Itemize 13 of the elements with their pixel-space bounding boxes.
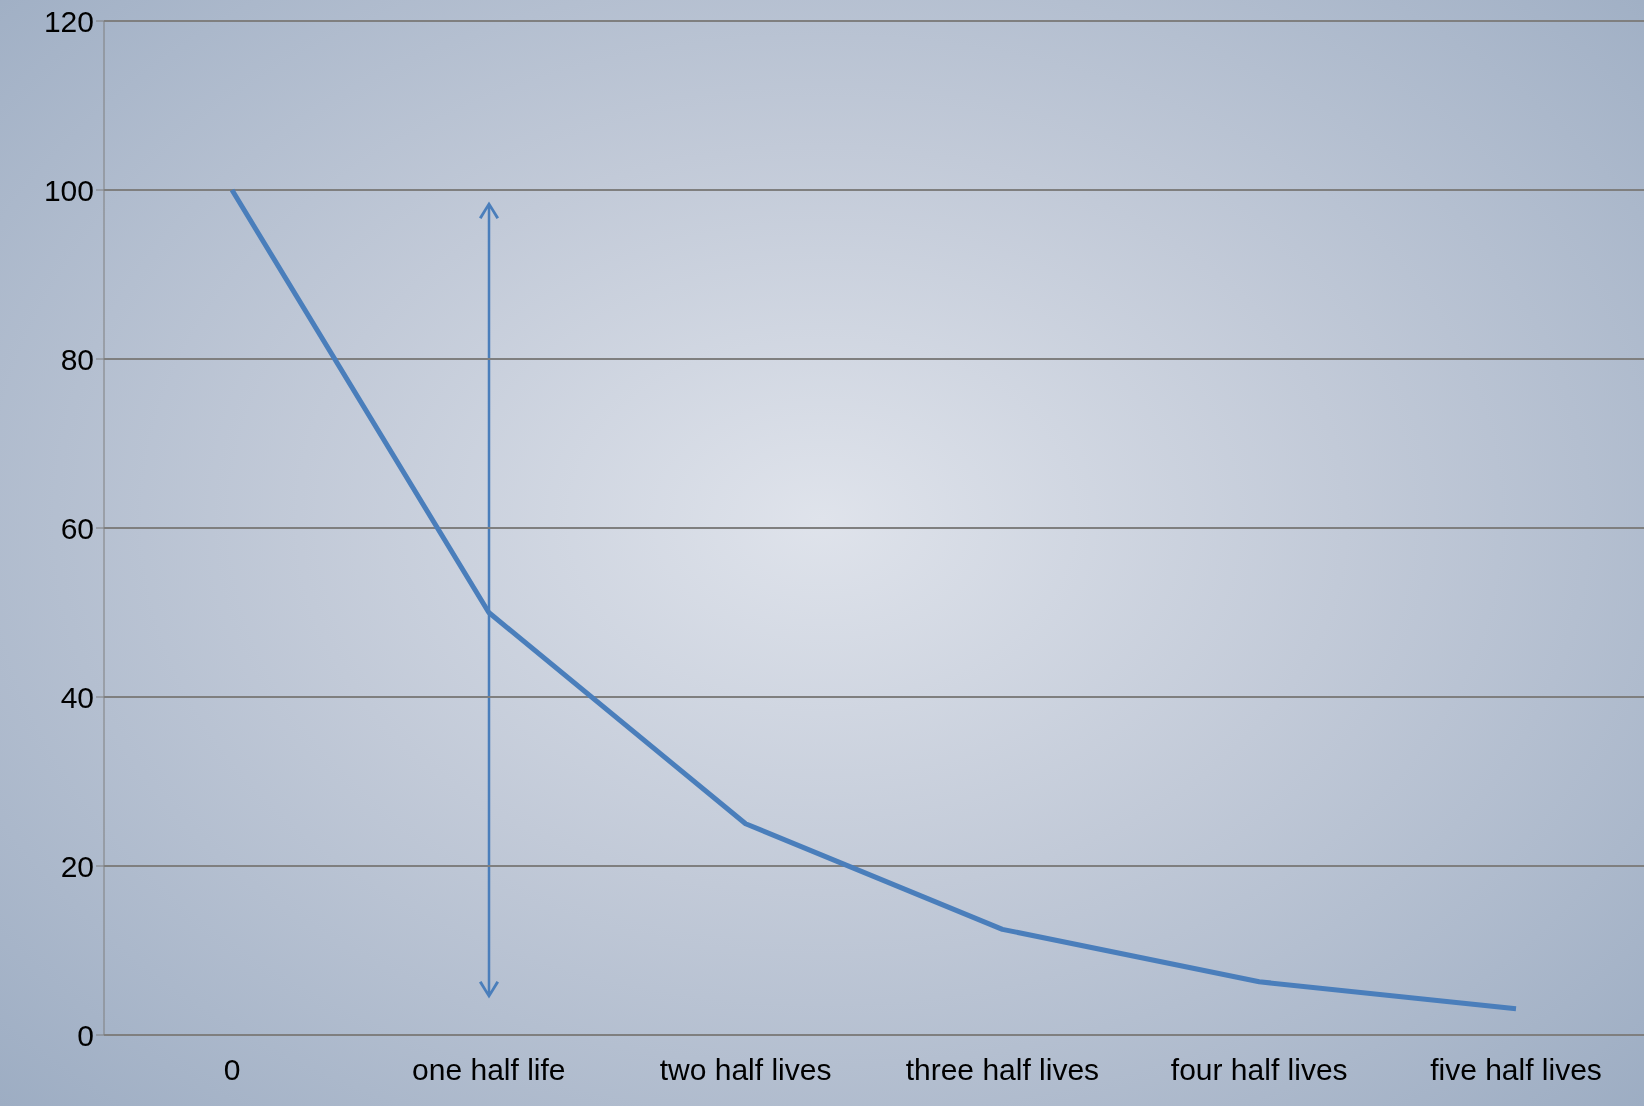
x-tick-label: five half lives	[1430, 1053, 1602, 1087]
y-tick-label: 20	[60, 849, 94, 883]
y-tick-label: 0	[77, 1018, 94, 1052]
y-tick-label: 120	[43, 4, 94, 38]
y-tick-label: 80	[60, 342, 94, 376]
y-tick-label: 100	[43, 173, 94, 207]
y-tick-label: 60	[60, 511, 94, 545]
x-tick-label: three half lives	[905, 1053, 1100, 1087]
x-tick-label: 0	[223, 1053, 241, 1087]
y-tick-label: 40	[60, 680, 94, 714]
x-tick-label: four half lives	[1170, 1053, 1348, 1087]
x-tick-label: two half lives	[659, 1053, 832, 1087]
x-tick-label: one half life	[412, 1053, 566, 1087]
